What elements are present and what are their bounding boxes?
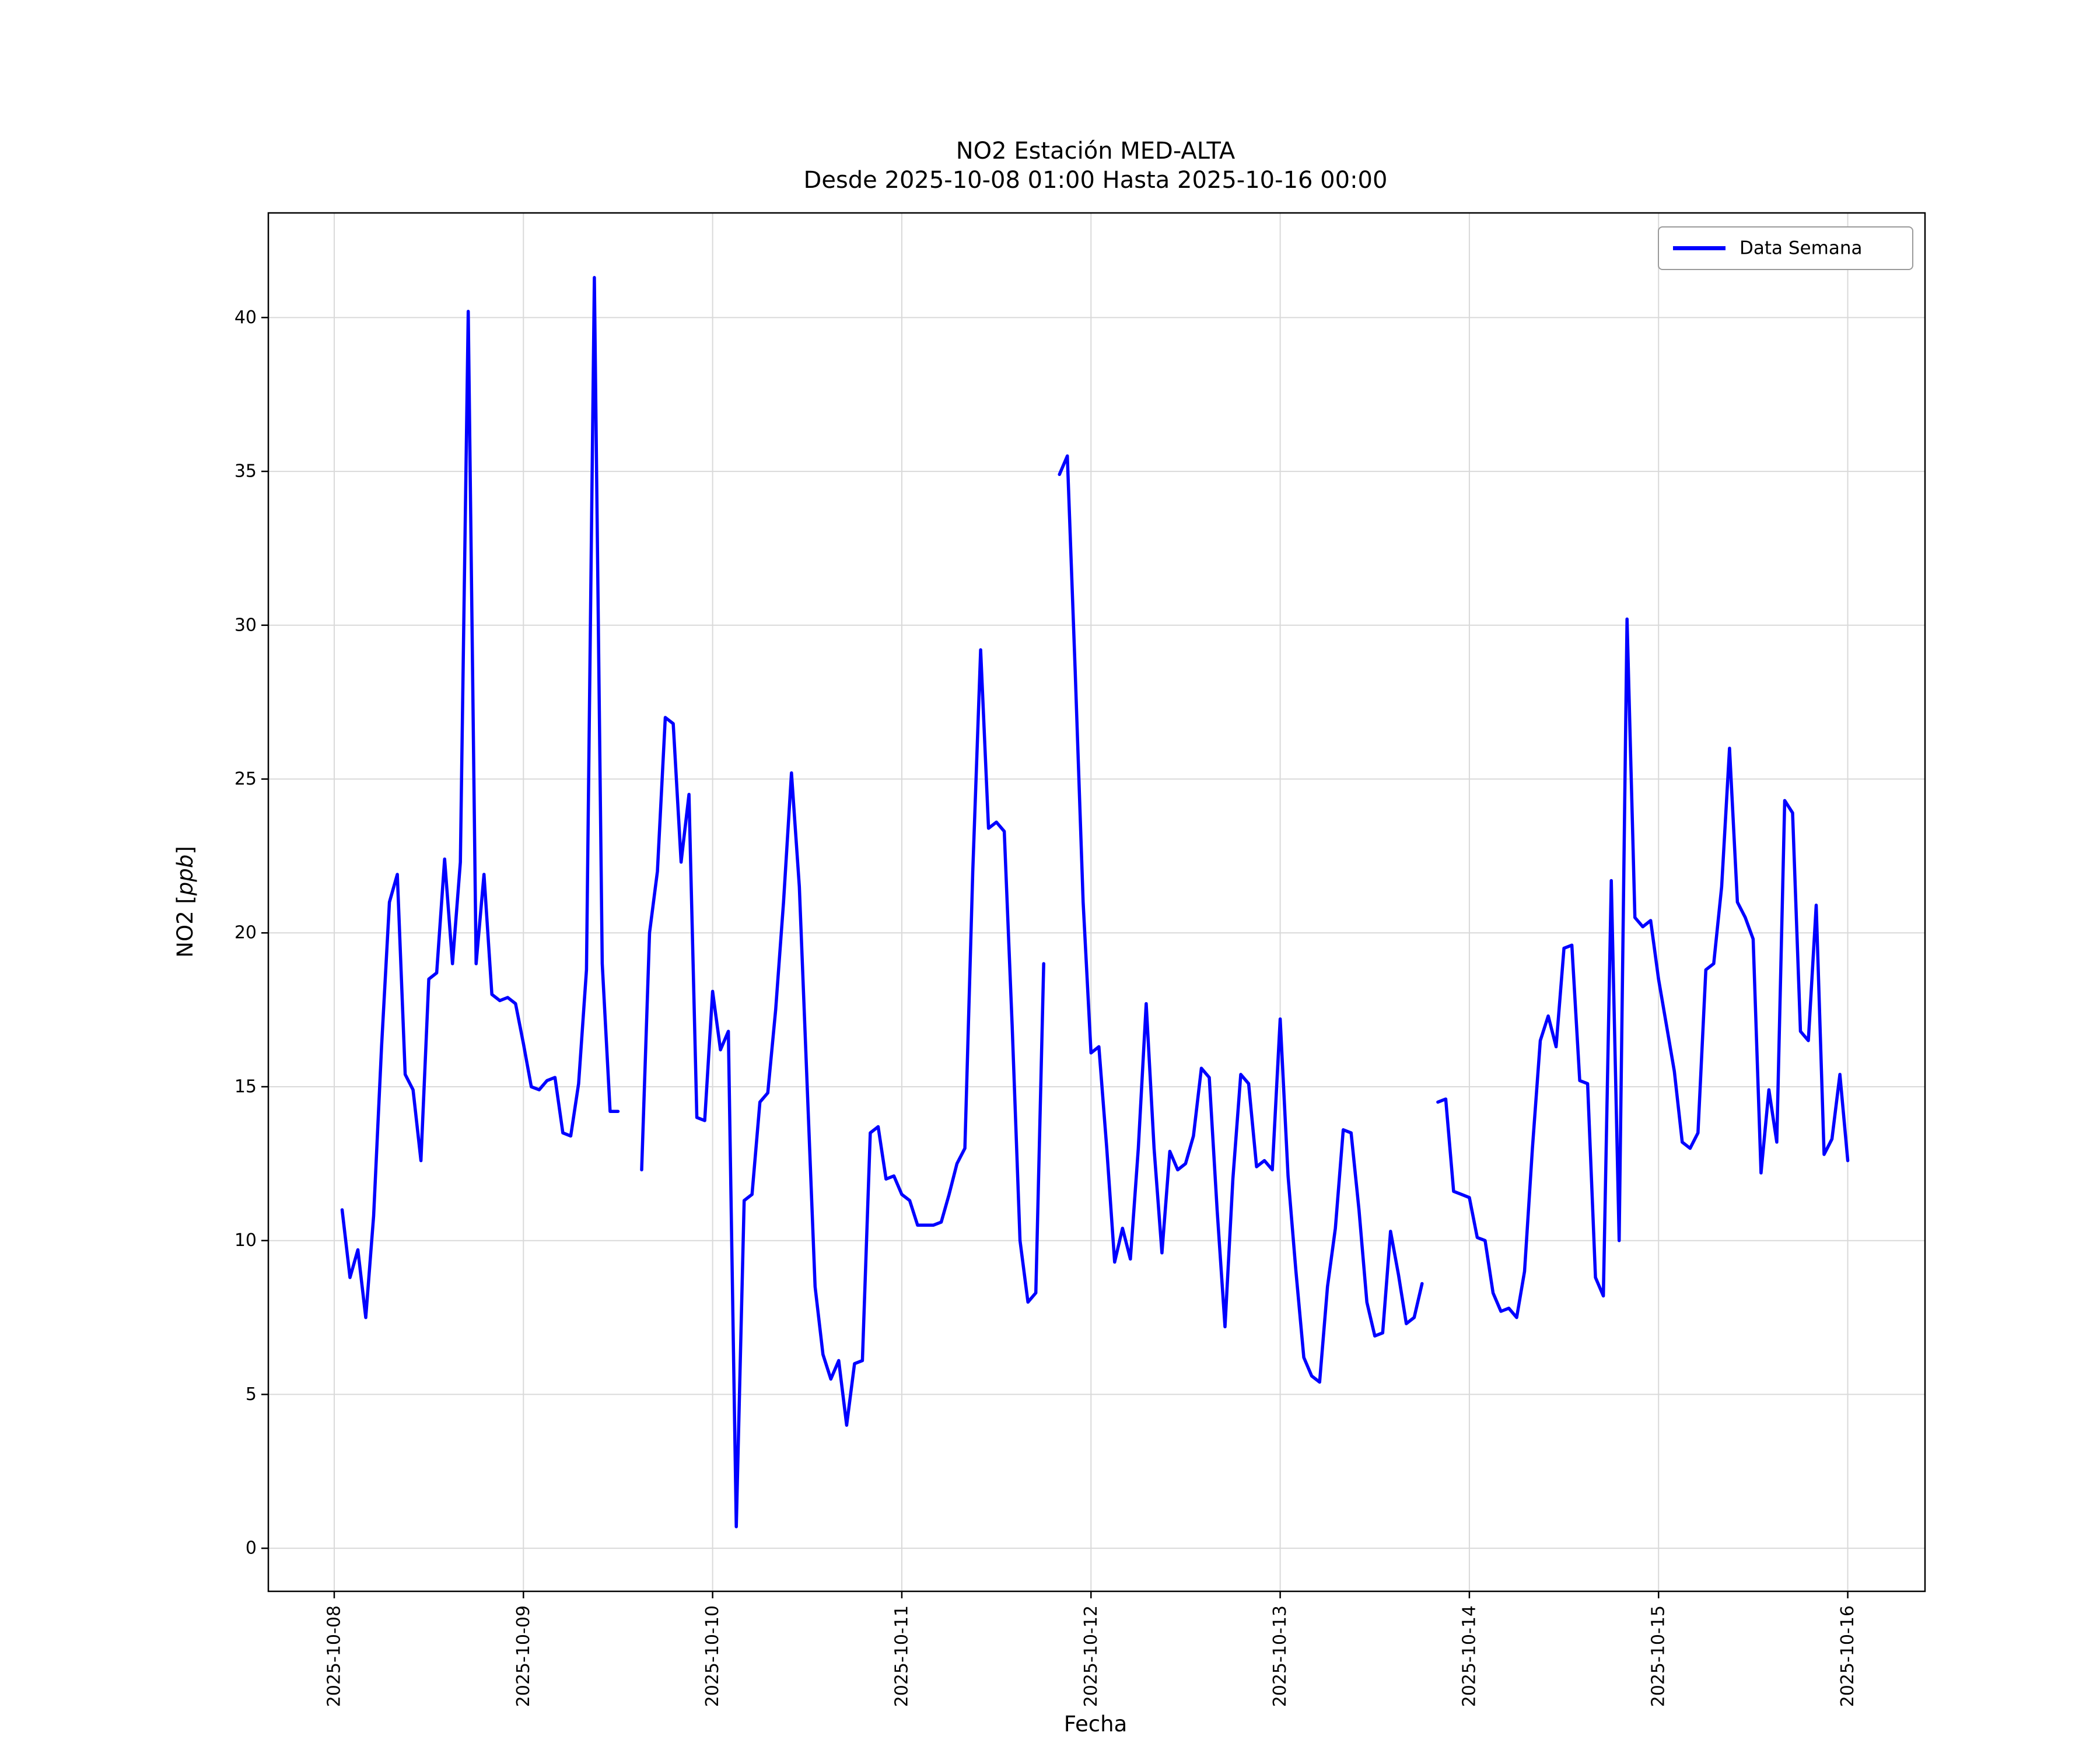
x-tick-label: 2025-10-15 xyxy=(1648,1605,1669,1707)
y-tick-label: 40 xyxy=(235,307,257,328)
chart-title-line1: NO2 Estación MED-ALTA xyxy=(956,138,1236,164)
y-tick-label: 0 xyxy=(246,1538,257,1559)
axis-ticks: 0 5 10 15 20 25 30 35 40 2025-10-08 2025-10-09 2025… xyxy=(235,307,1858,1707)
x-tick-label: 2025-10-13 xyxy=(1270,1605,1290,1707)
y-axis-label-unit: ppb xyxy=(173,855,198,896)
y-tick-label: 10 xyxy=(235,1230,257,1251)
x-tick-label: 2025-10-11 xyxy=(891,1605,912,1707)
y-tick-label: 20 xyxy=(235,923,257,943)
y-tick-label: 15 xyxy=(235,1076,257,1097)
y-axis-label-prefix: NO2 [ xyxy=(173,895,198,958)
y-tick-label: 30 xyxy=(235,615,257,635)
y-tick-label: 25 xyxy=(235,769,257,789)
legend-label: Data Semana xyxy=(1740,238,1862,259)
plot-border xyxy=(267,212,1926,1592)
data-line-segment xyxy=(340,276,620,1320)
y-tick-label: 35 xyxy=(235,461,257,482)
y-axis-label: NO2 [ppb] xyxy=(173,846,198,957)
grid-lines xyxy=(268,213,1925,1591)
x-tick-label: 2025-10-16 xyxy=(1838,1605,1858,1707)
x-tick-label: 2025-10-10 xyxy=(702,1605,723,1707)
data-line-segment xyxy=(640,648,1045,1528)
data-line-segment xyxy=(1436,617,1850,1320)
x-tick-label: 2025-10-08 xyxy=(324,1605,344,1707)
plot-area xyxy=(268,213,1925,1591)
x-tick-label: 2025-10-09 xyxy=(513,1605,534,1707)
y-axis-label-suffix: ] xyxy=(173,846,198,854)
x-axis-label: Fecha xyxy=(1064,1712,1128,1737)
y-tick-label: 5 xyxy=(246,1384,257,1405)
legend-box xyxy=(1658,226,1913,270)
chart-title-line2: Desde 2025-10-08 01:00 Hasta 2025-10-16 … xyxy=(804,167,1388,194)
data-line-segment xyxy=(1058,454,1424,1384)
legend: Data Semana xyxy=(1658,226,1913,270)
data-series xyxy=(340,276,1850,1528)
x-tick-label: 2025-10-14 xyxy=(1459,1605,1479,1707)
x-tick-label: 2025-10-12 xyxy=(1081,1605,1101,1707)
